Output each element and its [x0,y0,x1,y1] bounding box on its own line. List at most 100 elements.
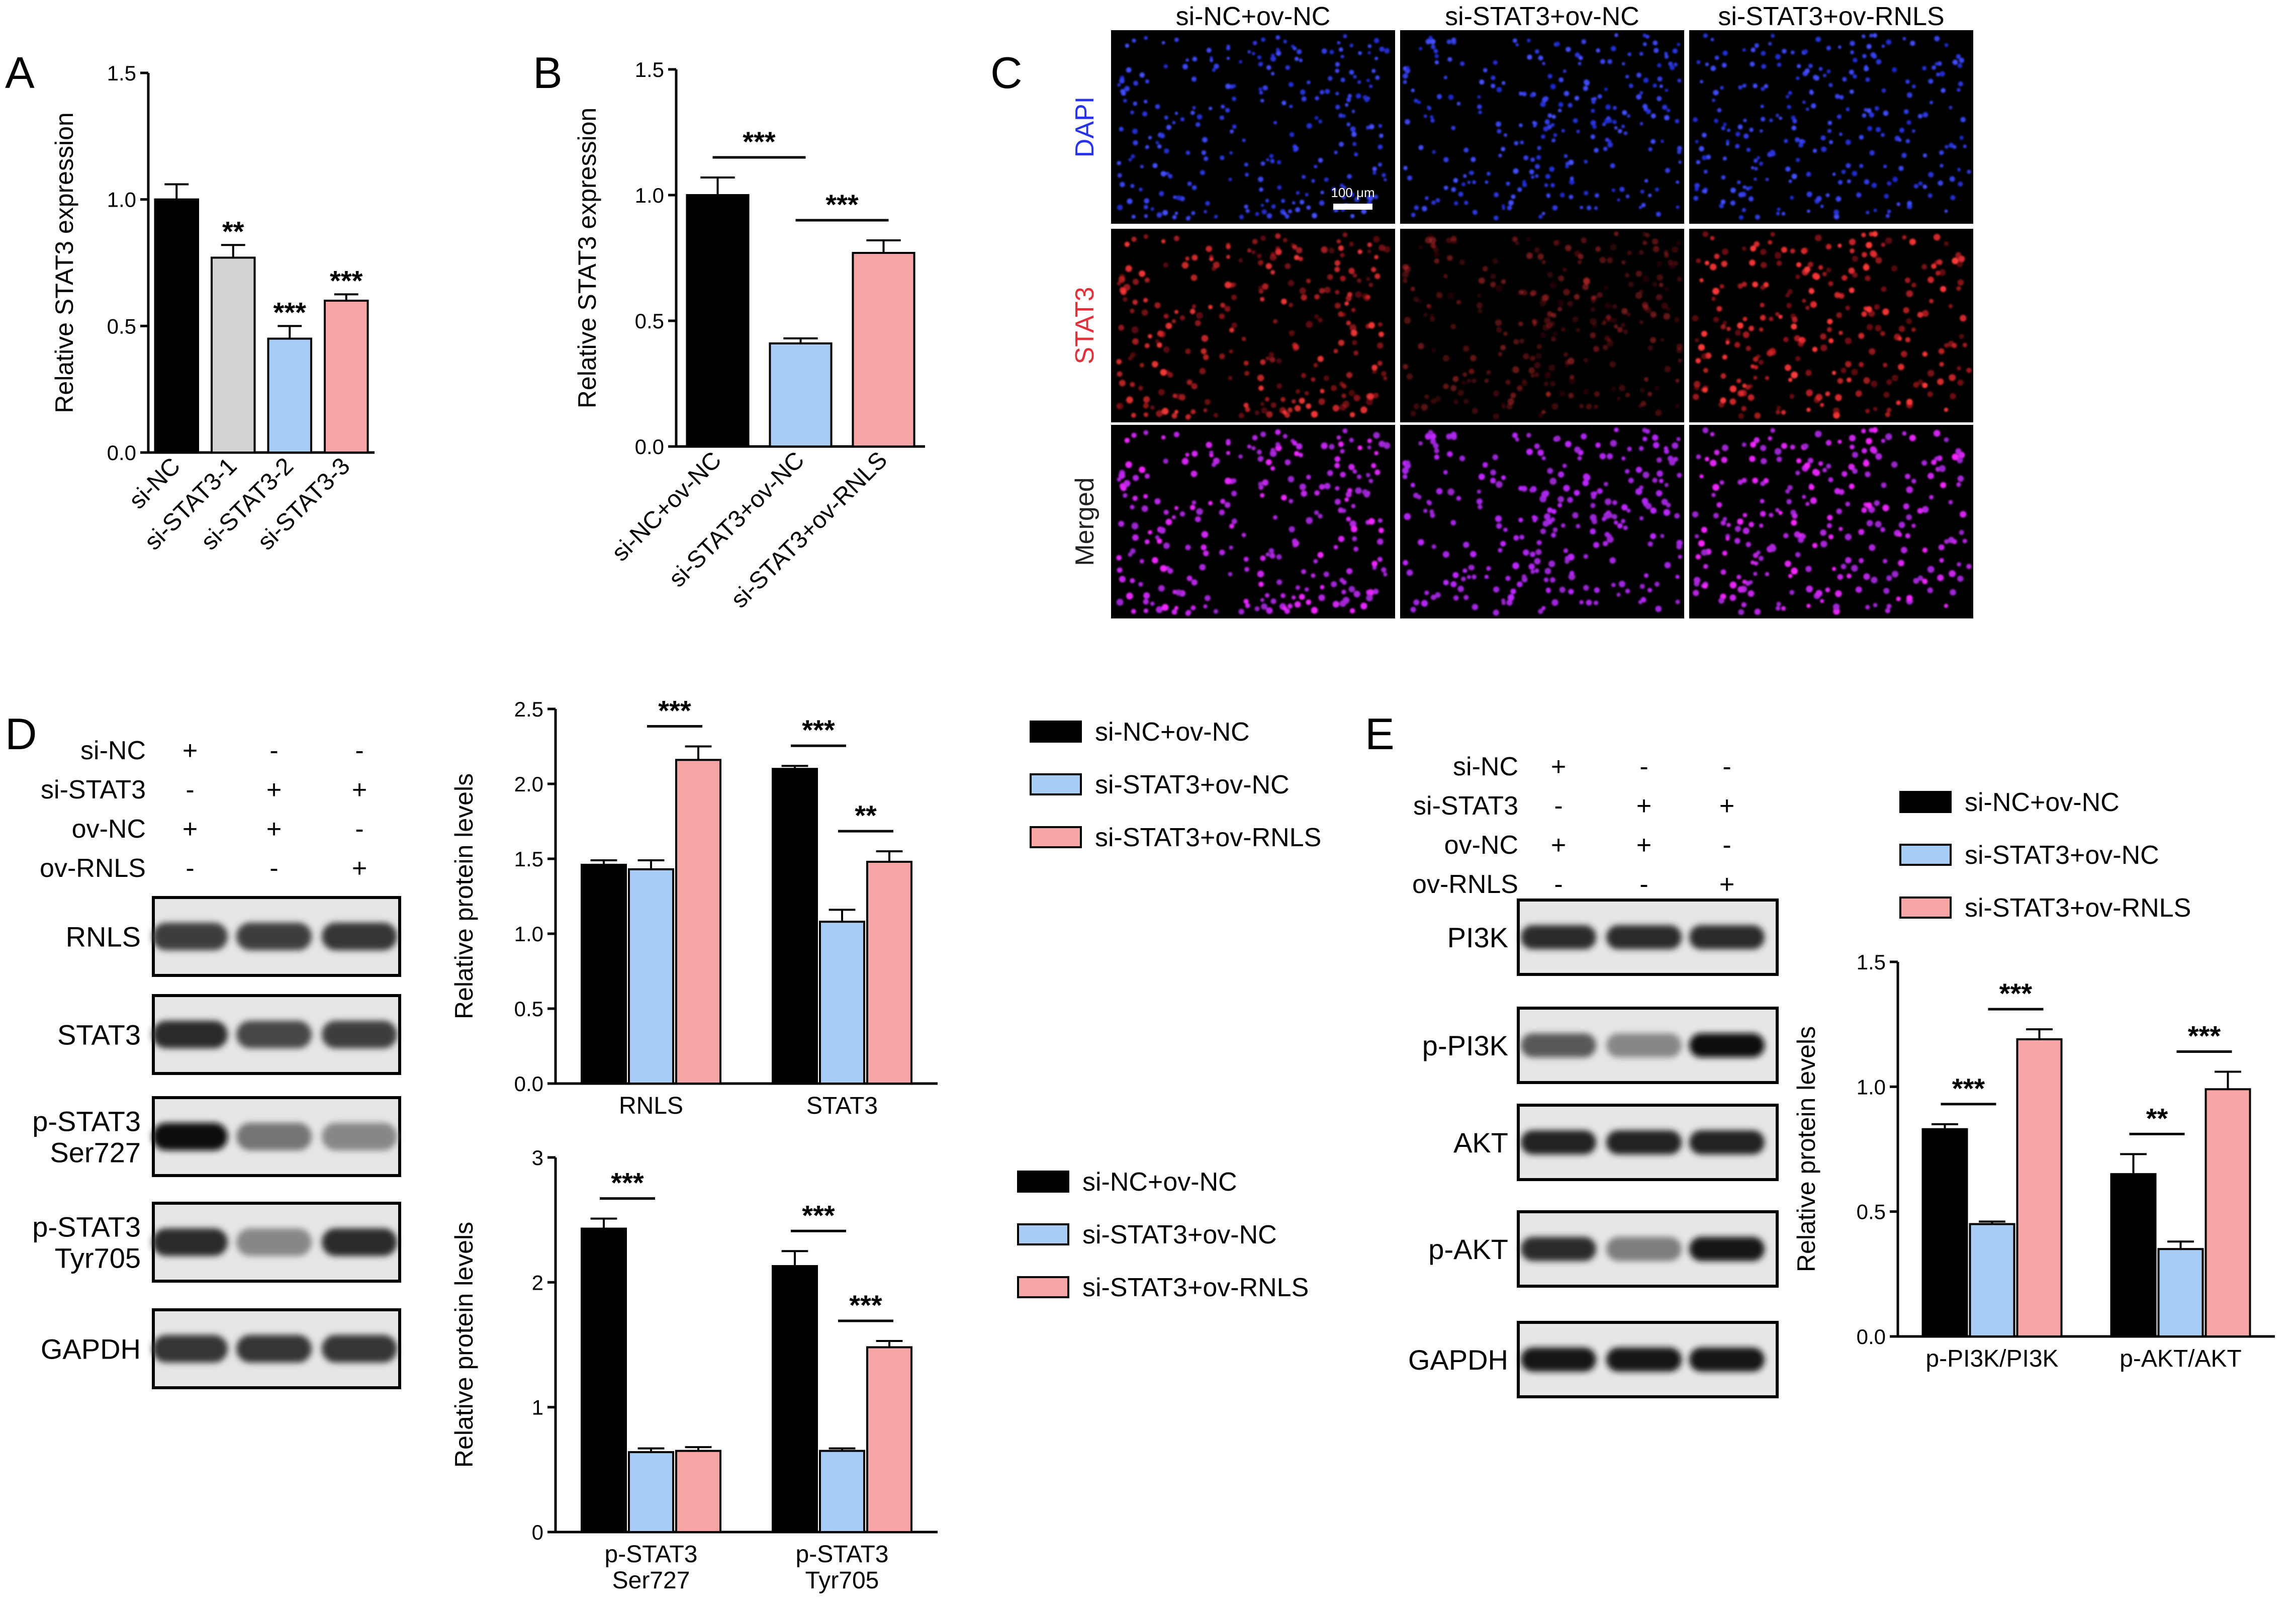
cell-nucleus [1210,56,1213,60]
cell-nucleus [1360,406,1367,414]
cell-nucleus [1948,304,1953,309]
cell-nucleus [1175,589,1182,596]
cell-nucleus [1174,310,1179,314]
cell-nucleus [1560,327,1566,332]
cell-nucleus [1591,494,1596,499]
microscopy-image [1400,30,1684,224]
cell-nucleus [1850,50,1854,54]
cell-nucleus [1861,232,1866,237]
significance-label: *** [2188,1020,2221,1052]
cell-nucleus [1517,187,1522,192]
cell-nucleus [1755,214,1760,220]
cell-nucleus [1483,68,1488,73]
cell-nucleus [1200,169,1206,175]
cell-nucleus [1957,279,1964,286]
cell-nucleus [1521,378,1527,383]
cell-nucleus [1547,468,1553,474]
cell-nucleus [1541,491,1548,498]
legend-label: si-STAT3+ov-NC [1095,770,1290,799]
cell-nucleus [1534,568,1539,573]
cell-nucleus [1834,94,1840,99]
cell-nucleus [1569,571,1575,576]
y-tick-label: 1 [532,1396,543,1419]
cell-nucleus [1931,263,1937,269]
cell-nucleus [1950,393,1956,400]
cell-nucleus [1460,380,1466,386]
cell-nucleus [1750,61,1755,67]
cell-nucleus [1462,372,1467,377]
cell-nucleus [1673,457,1679,462]
cell-nucleus [1152,557,1158,564]
scale-bar-label: 100 μm [1331,185,1374,200]
cell-nucleus [1340,472,1346,478]
cell-nucleus [1536,344,1542,349]
cell-nucleus [1903,503,1909,510]
cell-nucleus [1832,603,1840,610]
cell-nucleus [1335,68,1340,73]
cell-nucleus [1425,39,1431,45]
cell-nucleus [1311,573,1316,578]
cell-nucleus [1371,463,1376,469]
cell-nucleus [1828,281,1833,287]
y-tick-label: 0.0 [1857,1325,1886,1349]
cell-nucleus [1257,260,1263,266]
cell-nucleus [1796,76,1800,80]
cell-nucleus [1432,150,1436,154]
cell-nucleus [1678,555,1682,559]
cell-nucleus [1635,467,1642,473]
bar [2157,1248,2204,1338]
cell-nucleus [1374,273,1381,280]
cell-nucleus [1411,88,1415,93]
cell-nucleus [1191,185,1197,191]
cell-nucleus [1845,501,1851,507]
cell-nucleus [1219,509,1225,515]
cell-nucleus [1849,483,1855,489]
cell-nuclei [1692,427,1972,615]
cell-nucleus [1306,517,1313,524]
cell-nucleus [1269,553,1275,559]
panel-letter-e: E [1365,709,1395,759]
cell-nucleus [1568,393,1574,399]
treatment-mark: + [1551,831,1566,860]
cell-nucleus [1949,176,1955,182]
cell-nucleus [1725,536,1730,541]
cell-nucleus [1478,504,1483,510]
cell-nucleus [1842,471,1848,477]
cell-nucleus [1917,379,1923,385]
cell-nucleus [1734,329,1741,336]
cell-nucleus [1520,140,1524,145]
cell-nucleus [1346,372,1353,379]
cell-nucleus [1320,585,1325,590]
cell-nucleus [1550,517,1555,522]
cell-nucleus [1292,201,1296,205]
cell-nucleus [1132,299,1138,305]
cell-nucleus [1596,48,1600,53]
cell-nucleus [1582,480,1589,487]
cell-nucleus [1842,77,1847,82]
cell-nucleus [1496,481,1503,488]
cell-nucleus [1537,449,1544,456]
cell-nucleus [1457,389,1464,396]
cell-nucleus [1270,71,1275,76]
cell-nucleus [1656,211,1661,217]
cell-nucleus [1650,113,1656,119]
cell-nucleus [1443,274,1448,279]
cell-nucleus [1849,287,1855,293]
cell-nucleus [1541,606,1546,610]
cell-nucleus [1203,354,1209,361]
cell-nucleus [1130,548,1136,554]
cell-nucleus [1284,263,1291,270]
cell-nucleus [1334,266,1340,273]
cell-nucleus [1431,244,1436,249]
cell-nucleus [1922,153,1927,158]
cell-nucleus [1870,250,1877,257]
cell-nucleus [1664,54,1669,59]
cell-nucleus [1785,293,1790,298]
cell-nucleus [1144,277,1150,283]
cell-nucleus [1742,48,1746,52]
cell-nucleus [1625,74,1629,79]
cell-nucleus [1905,278,1911,284]
cell-nucleus [1865,471,1871,478]
cell-nucleus [1133,101,1138,106]
cell-nucleus [1540,528,1546,534]
